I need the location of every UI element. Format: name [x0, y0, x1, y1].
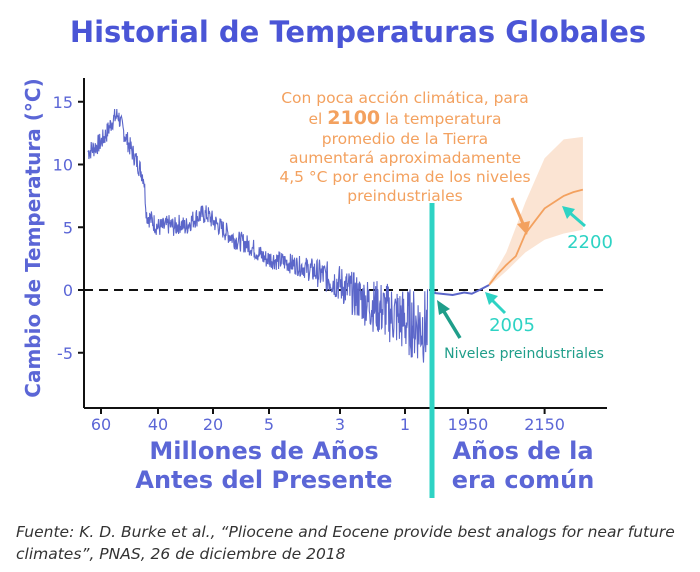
x-ticks: 60 40 20 5 3 1 1950 2150: [91, 408, 565, 434]
x-tick-label: 40: [148, 415, 168, 434]
x-tick-label: 1950: [448, 415, 489, 434]
x-tick-label: 20: [203, 415, 223, 434]
arrow-2005-head: [485, 292, 498, 305]
y-ticks: 15 10 5 0 -5: [53, 93, 84, 363]
label-2200: 2200: [567, 232, 613, 253]
label-2005: 2005: [489, 315, 535, 336]
x-label-right-line2: era común: [452, 466, 595, 494]
annotation-line-5: 4,5 °C por encima de los niveles: [279, 168, 530, 186]
y-tick-label: 10: [53, 156, 73, 175]
temperature-chart: Historial de Temperaturas Globales Cambi…: [21, 15, 646, 498]
projection-annotation: Con poca acción climática, para el 2100 …: [279, 89, 530, 205]
label-preindustrial: Niveles preindustriales: [444, 346, 604, 362]
x-tick-label: 5: [264, 415, 274, 434]
y-tick-label: 15: [53, 93, 73, 112]
arrow-2200-shaft: [569, 211, 586, 228]
x-label-right-line1: Años de la: [452, 437, 593, 465]
arrow-preindustrial-head: [437, 300, 450, 315]
annotation-line-1: Con poca acción climática, para: [281, 89, 529, 107]
annotation-line-4: aumentará aproximadamente: [289, 149, 521, 167]
series-projection: [488, 188, 584, 286]
x-label-left-line2: Antes del Presente: [135, 466, 392, 494]
chart-title: Historial de Temperaturas Globales: [70, 15, 646, 49]
y-axis-label: Cambio de Temperatura (°C): [21, 78, 45, 397]
source-citation: Fuente: K. D. Burke et al., “Pliocene an…: [16, 523, 675, 563]
arrow-2100-shaft: [510, 197, 526, 227]
x-tick-label: 3: [335, 415, 345, 434]
y-tick-label: 5: [63, 218, 73, 237]
arrow-preindustrial-shaft: [441, 309, 462, 339]
annotation-line-3: promedio de la Tierra: [322, 130, 488, 148]
y-tick-label: 0: [63, 281, 73, 300]
y-tick-label: -5: [57, 344, 73, 363]
x-tick-label: 2150: [524, 415, 565, 434]
annotation-arrows: [437, 197, 586, 339]
annotation-el: el: [308, 110, 327, 128]
arrow-2100-head: [517, 221, 530, 235]
series-historical: [87, 108, 429, 363]
annotation-line-2: el 2100 la temperatura: [308, 107, 501, 129]
x-tick-label: 60: [91, 415, 111, 434]
uncertainty-band: [489, 136, 583, 287]
arrow-2200-head: [562, 206, 575, 219]
annotation-rest: la temperatura: [380, 110, 501, 128]
x-label-left-line1: Millones de Años: [149, 437, 378, 465]
x-tick-label: 1: [400, 415, 410, 434]
annotation-year-2100: 2100: [327, 107, 380, 129]
annotation-line-6: preindustriales: [347, 187, 462, 205]
arrow-2005-shaft: [490, 298, 507, 315]
